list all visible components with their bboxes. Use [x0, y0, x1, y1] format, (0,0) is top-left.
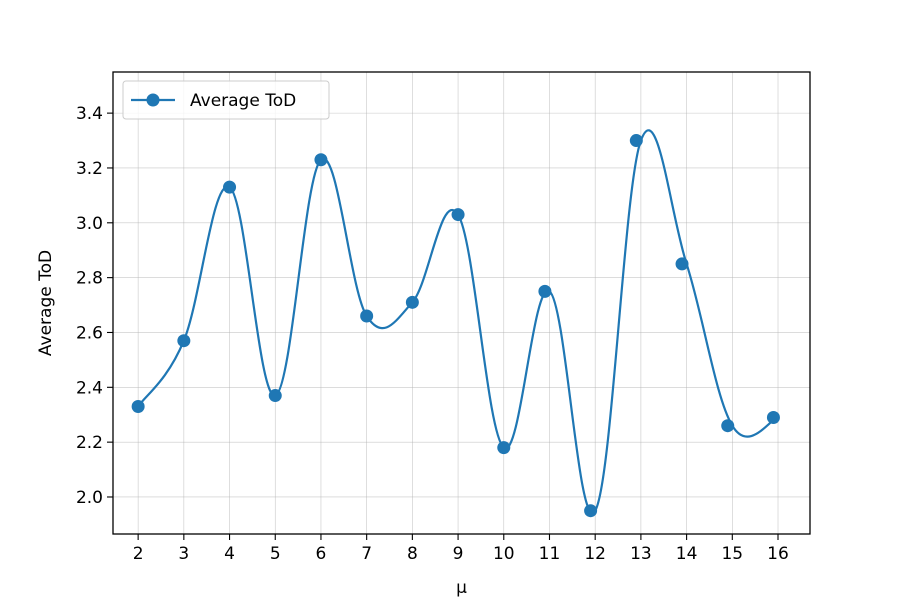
- data-point: [497, 441, 511, 455]
- y-tick-label: 3.4: [76, 104, 103, 124]
- data-point: [314, 153, 328, 167]
- data-point: [131, 400, 145, 414]
- data-point: [675, 257, 689, 271]
- series-line: [137, 129, 779, 515]
- plot-frame: [112, 71, 811, 535]
- y-axis-label: Average ToD: [36, 250, 56, 356]
- data-point: [584, 504, 598, 518]
- x-tick-label: 5: [270, 544, 281, 564]
- x-tick-label: 7: [361, 544, 372, 564]
- data-point: [268, 389, 282, 403]
- data-point: [177, 334, 191, 348]
- x-tick-label: 15: [721, 544, 743, 564]
- data-point: [360, 309, 374, 323]
- x-tick-label: 4: [224, 544, 235, 564]
- x-tick-label: 14: [676, 544, 698, 564]
- grid: [113, 72, 810, 534]
- x-tick-label: 8: [407, 544, 418, 564]
- x-tick-label: 6: [316, 544, 327, 564]
- x-tick-label: 11: [539, 544, 561, 564]
- data-point: [451, 208, 465, 222]
- x-axis: 2 3 4 5 6 7 8 9 10 11 12 13 14 15 16: [133, 534, 789, 564]
- y-tick-label: 2.4: [76, 378, 103, 398]
- x-tick-label: 3: [178, 544, 189, 564]
- legend-label: Average ToD: [190, 91, 296, 111]
- x-tick-label: 13: [630, 544, 652, 564]
- y-tick-label: 2.0: [76, 488, 103, 508]
- data-point: [223, 180, 237, 194]
- legend-frame: [122, 80, 330, 120]
- y-tick-label: 3.2: [76, 159, 103, 179]
- plot-area: [113, 72, 810, 534]
- y-axis: 2.0 2.2 2.4 2.6 2.8 3.0 3.2 3.4: [76, 104, 113, 508]
- data-point: [405, 295, 419, 309]
- y-tick-label: 2.6: [76, 323, 103, 343]
- y-tick-label: 2.8: [76, 269, 103, 289]
- series-layer: [131, 129, 780, 518]
- x-axis-label: μ: [456, 578, 467, 598]
- x-tick-label: 10: [493, 544, 515, 564]
- x-tick-label: 9: [453, 544, 464, 564]
- y-tick-label: 3.0: [76, 214, 103, 234]
- data-point: [538, 284, 552, 298]
- data-point: [721, 419, 735, 433]
- data-point: [766, 410, 780, 424]
- y-tick-label: 2.2: [76, 433, 103, 453]
- x-tick-label: 2: [133, 544, 144, 564]
- legend: Average ToD: [122, 80, 330, 120]
- x-tick-label: 16: [767, 544, 789, 564]
- legend-marker-swatch: [146, 93, 160, 107]
- x-tick-label: 12: [584, 544, 606, 564]
- data-point: [629, 134, 643, 148]
